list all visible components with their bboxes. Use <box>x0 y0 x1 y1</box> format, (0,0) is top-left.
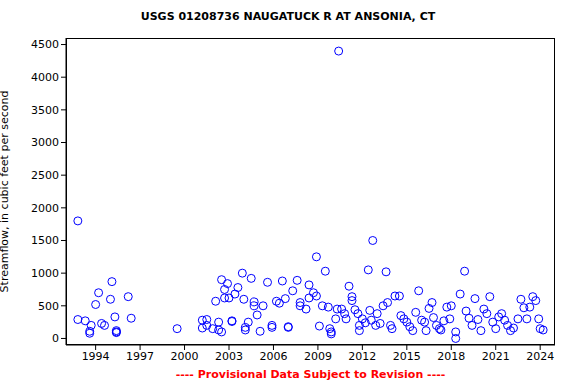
svg-text:2003: 2003 <box>215 350 243 363</box>
svg-text:2000: 2000 <box>171 350 199 363</box>
svg-text:2015: 2015 <box>393 350 421 363</box>
svg-text:2024: 2024 <box>526 350 554 363</box>
svg-text:2006: 2006 <box>259 350 287 363</box>
svg-text:500: 500 <box>38 300 59 313</box>
svg-text:2500: 2500 <box>31 169 59 182</box>
svg-text:0: 0 <box>52 332 59 345</box>
svg-text:2021: 2021 <box>482 350 510 363</box>
svg-text:3500: 3500 <box>31 104 59 117</box>
svg-text:4500: 4500 <box>31 38 59 51</box>
svg-text:1500: 1500 <box>31 234 59 247</box>
svg-text:1994: 1994 <box>82 350 110 363</box>
html-text:USGS 01208736 NAUGATUCK R AT A: USGS 01208736 NAUGATUCK R AT ANSONIA, CT <box>140 10 436 23</box>
svg-text:2012: 2012 <box>348 350 376 363</box>
html-text:---- Provisional Data Subject: ---- Provisional Data Subject to Revisio… <box>175 368 446 381</box>
svg-text:2018: 2018 <box>437 350 465 363</box>
svg-text:Streamflow, in cubic feet per: Streamflow, in cubic feet per second <box>8 91 11 293</box>
svg-text:2000: 2000 <box>31 202 59 215</box>
svg-text:1997: 1997 <box>126 350 154 363</box>
svg-text:1000: 1000 <box>31 267 59 280</box>
svg-text:2009: 2009 <box>304 350 332 363</box>
svg-text:3000: 3000 <box>31 136 59 149</box>
svg-text:4000: 4000 <box>31 71 59 84</box>
